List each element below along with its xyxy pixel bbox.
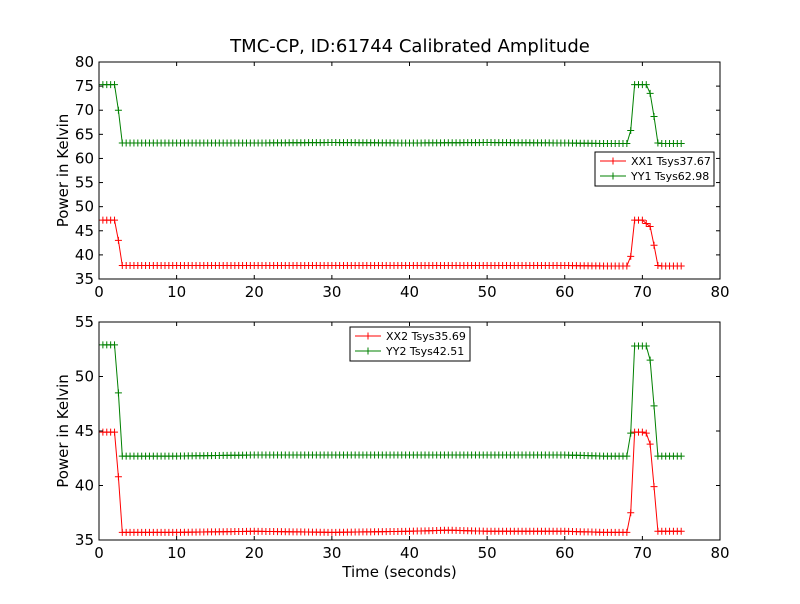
chart-panel-1: 0 10 20 30 40 50 60 70 80 35 40 45 50 55 60 65 70 75 80 Pow… (54, 53, 730, 301)
data-point (114, 106, 122, 114)
data-point (623, 452, 631, 460)
data-point (646, 356, 654, 364)
data-point (114, 389, 122, 397)
data-point (650, 241, 658, 249)
data-point (677, 452, 685, 460)
y-tick-label: 80 (75, 53, 94, 71)
x-tick-label: 30 (322, 283, 341, 301)
data-point (623, 139, 631, 147)
legend-marker (609, 157, 617, 165)
series-2 (99, 341, 685, 460)
data-point (650, 402, 658, 410)
x-tick-label: 60 (555, 544, 574, 562)
data-point (646, 222, 654, 230)
data-point (114, 473, 122, 481)
legend: XX1 Tsys37.67 YY1 Tsys62.98 (594, 151, 715, 187)
y-tick-label: 40 (75, 246, 94, 264)
data-point (627, 429, 635, 437)
x-tick-label: 50 (478, 283, 497, 301)
x-tick-label: 50 (478, 544, 497, 562)
data-point (111, 341, 119, 349)
data-point (642, 81, 650, 89)
data-point (677, 527, 685, 535)
data-point (646, 89, 654, 97)
legend: XX2 Tsys35.69 YY2 Tsys42.51 (349, 326, 471, 362)
x-tick-label: 40 (400, 544, 419, 562)
y-tick-label: 40 (75, 477, 94, 495)
data-point (650, 483, 658, 491)
legend-marker (364, 332, 372, 340)
y-tick-label: 65 (75, 125, 94, 143)
legend-marker (609, 172, 617, 180)
y-tick-label: 55 (75, 174, 94, 192)
legend-label: XX1 Tsys37.67 (631, 155, 711, 168)
y-tick-label: 50 (75, 198, 94, 216)
x-tick-label: 0 (94, 283, 104, 301)
data-point (111, 81, 119, 89)
x-tick-label: 10 (167, 544, 186, 562)
y-axis-label: Power in Kelvin (54, 114, 72, 228)
x-tick-label: 30 (322, 544, 341, 562)
legend-label: YY1 Tsys62.98 (630, 170, 709, 183)
x-tick-label: 20 (245, 283, 264, 301)
y-tick-label: 45 (75, 422, 94, 440)
y-tick-label: 75 (75, 77, 94, 95)
legend-label: XX2 Tsys35.69 (386, 330, 466, 343)
x-tick-label: 80 (710, 283, 729, 301)
y-tick-label: 50 (75, 368, 94, 386)
x-axis-label: Time (seconds) (341, 563, 457, 581)
y-tick-label: 35 (75, 270, 94, 288)
x-tick-label: 40 (400, 283, 419, 301)
data-point (627, 126, 635, 134)
legend-label: YY2 Tsys42.51 (385, 345, 464, 358)
data-point (623, 262, 631, 270)
y-tick-label: 70 (75, 101, 94, 119)
data-point (627, 252, 635, 260)
data-point (627, 509, 635, 517)
x-tick-label: 70 (633, 544, 652, 562)
series-2 (99, 81, 685, 147)
y-tick-label: 60 (75, 149, 94, 167)
x-tick-label: 60 (555, 283, 574, 301)
x-tick-label: 70 (633, 283, 652, 301)
x-tick-label: 80 (710, 544, 729, 562)
data-point (111, 428, 119, 436)
y-tick-label: 45 (75, 222, 94, 240)
data-point (114, 236, 122, 244)
data-point (642, 342, 650, 350)
y-tick-label: 35 (75, 531, 94, 549)
legend-marker (364, 347, 372, 355)
data-point (646, 440, 654, 448)
data-point (642, 220, 650, 228)
chart-panel-2: 0 10 20 30 40 50 60 70 80 35 40 45 50 55 Power in Kelv… (54, 313, 730, 581)
x-tick-label: 10 (167, 283, 186, 301)
data-point (677, 139, 685, 147)
series-1 (99, 428, 685, 536)
data-point (650, 112, 658, 120)
series-1 (99, 216, 685, 270)
data-point (111, 216, 119, 224)
legend-box (349, 326, 471, 362)
y-axis-label: Power in Kelvin (54, 374, 72, 488)
figure-title: TMC-CP, ID:61744 Calibrated Amplitude (229, 36, 590, 57)
data-point (638, 428, 646, 436)
data-point (638, 216, 646, 224)
x-tick-label: 0 (94, 544, 104, 562)
x-tick-label: 20 (245, 544, 264, 562)
data-point (623, 528, 631, 536)
data-point (677, 262, 685, 270)
data-point (642, 429, 650, 437)
y-tick-label: 55 (75, 313, 94, 331)
legend-box (594, 151, 715, 187)
